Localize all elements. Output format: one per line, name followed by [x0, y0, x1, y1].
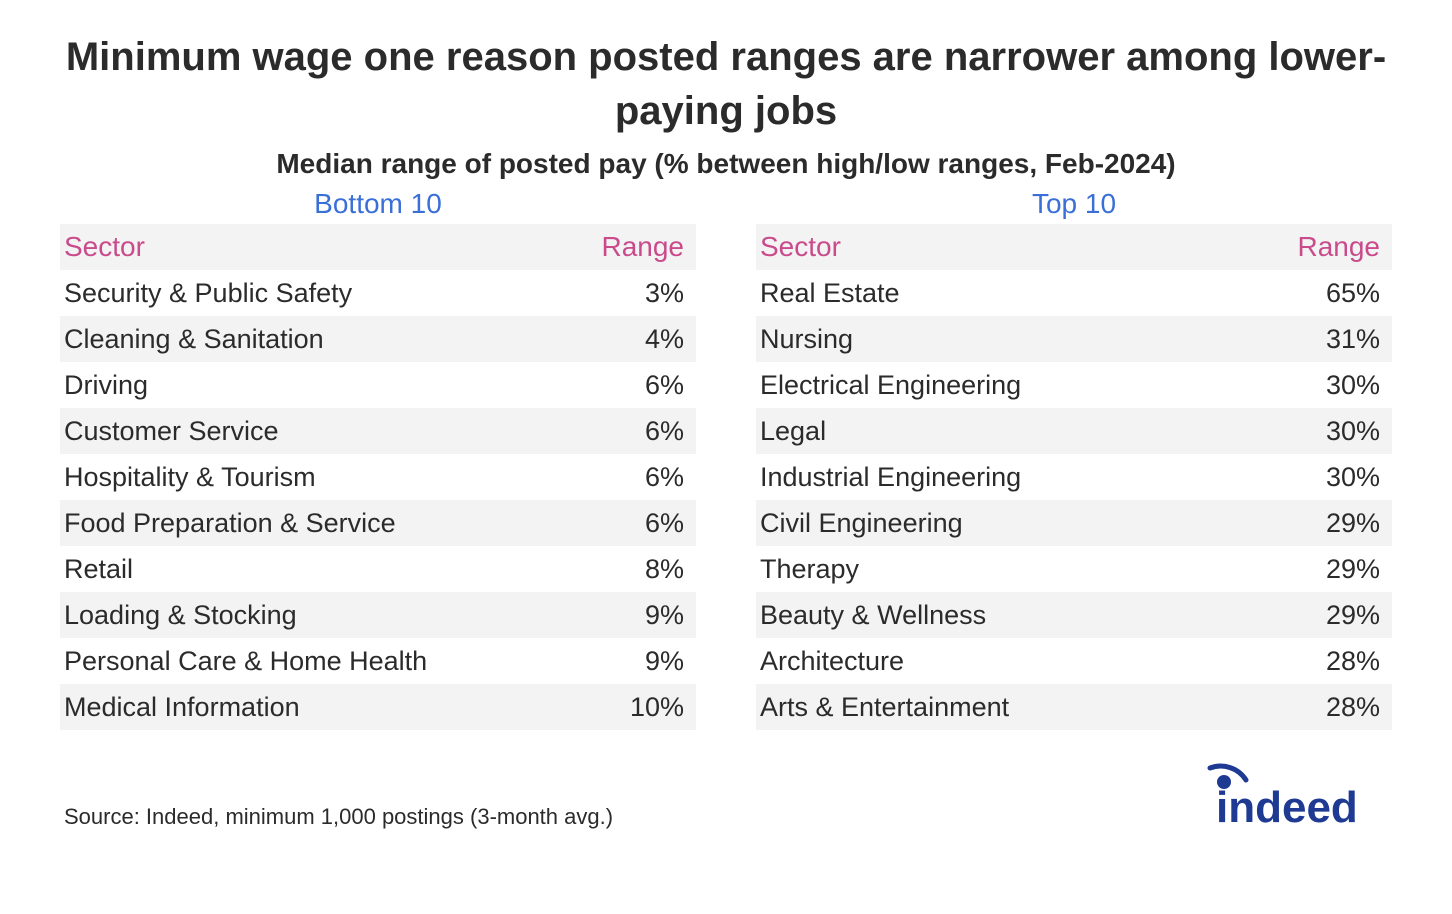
- table-row: Cleaning & Sanitation4%: [60, 316, 696, 362]
- cell-range: 3%: [564, 270, 696, 316]
- footer: Source: Indeed, minimum 1,000 postings (…: [60, 760, 1392, 830]
- table-row: Medical Information10%: [60, 684, 696, 730]
- cell-range: 28%: [1224, 684, 1392, 730]
- table-row: Civil Engineering29%: [756, 500, 1392, 546]
- cell-sector: Nursing: [756, 316, 1224, 362]
- cell-range: 29%: [1224, 500, 1392, 546]
- cell-sector: Legal: [756, 408, 1224, 454]
- cell-range: 8%: [564, 546, 696, 592]
- source-text: Source: Indeed, minimum 1,000 postings (…: [64, 804, 613, 830]
- cell-sector: Security & Public Safety: [60, 270, 564, 316]
- cell-range: 30%: [1224, 408, 1392, 454]
- bottom10-table: Sector Range Security & Public Safety3%C…: [60, 224, 696, 730]
- cell-range: 30%: [1224, 362, 1392, 408]
- table-row: Beauty & Wellness29%: [756, 592, 1392, 638]
- col-range: Range: [1224, 224, 1392, 270]
- indeed-logo: indeed: [1188, 760, 1388, 830]
- cell-range: 4%: [564, 316, 696, 362]
- chart-title: Minimum wage one reason posted ranges ar…: [60, 30, 1392, 138]
- cell-sector: Retail: [60, 546, 564, 592]
- cell-range: 65%: [1224, 270, 1392, 316]
- table-row: Hospitality & Tourism6%: [60, 454, 696, 500]
- cell-sector: Arts & Entertainment: [756, 684, 1224, 730]
- col-sector: Sector: [756, 224, 1224, 270]
- cell-range: 31%: [1224, 316, 1392, 362]
- cell-sector: Driving: [60, 362, 564, 408]
- bottom10-body: Security & Public Safety3%Cleaning & San…: [60, 270, 696, 730]
- table-row: Driving6%: [60, 362, 696, 408]
- table-row: Nursing31%: [756, 316, 1392, 362]
- table-row: Industrial Engineering30%: [756, 454, 1392, 500]
- table-row: Security & Public Safety3%: [60, 270, 696, 316]
- cell-sector: Real Estate: [756, 270, 1224, 316]
- col-range: Range: [564, 224, 696, 270]
- cell-sector: Cleaning & Sanitation: [60, 316, 564, 362]
- cell-sector: Food Preparation & Service: [60, 500, 564, 546]
- top10-table: Sector Range Real Estate65%Nursing31%Ele…: [756, 224, 1392, 730]
- cell-range: 6%: [564, 408, 696, 454]
- cell-sector: Beauty & Wellness: [756, 592, 1224, 638]
- table-row: Electrical Engineering30%: [756, 362, 1392, 408]
- table-header-row: Sector Range: [756, 224, 1392, 270]
- cell-sector: Loading & Stocking: [60, 592, 564, 638]
- indeed-logo-svg: indeed: [1188, 760, 1388, 830]
- cell-sector: Industrial Engineering: [756, 454, 1224, 500]
- chart-subtitle: Median range of posted pay (% between hi…: [60, 148, 1392, 180]
- cell-sector: Therapy: [756, 546, 1224, 592]
- table-row: Customer Service6%: [60, 408, 696, 454]
- bottom10-label: Bottom 10: [60, 188, 696, 220]
- cell-sector: Architecture: [756, 638, 1224, 684]
- cell-range: 29%: [1224, 592, 1392, 638]
- table-row: Loading & Stocking9%: [60, 592, 696, 638]
- table-row: Real Estate65%: [756, 270, 1392, 316]
- bottom10-block: Bottom 10 Sector Range Security & Public…: [60, 188, 696, 730]
- cell-range: 9%: [564, 638, 696, 684]
- table-row: Food Preparation & Service6%: [60, 500, 696, 546]
- table-row: Legal30%: [756, 408, 1392, 454]
- cell-sector: Personal Care & Home Health: [60, 638, 564, 684]
- cell-range: 6%: [564, 454, 696, 500]
- table-row: Architecture28%: [756, 638, 1392, 684]
- cell-range: 10%: [564, 684, 696, 730]
- col-sector: Sector: [60, 224, 564, 270]
- top10-label: Top 10: [756, 188, 1392, 220]
- cell-sector: Customer Service: [60, 408, 564, 454]
- table-row: Therapy29%: [756, 546, 1392, 592]
- cell-range: 6%: [564, 500, 696, 546]
- cell-range: 28%: [1224, 638, 1392, 684]
- cell-sector: Hospitality & Tourism: [60, 454, 564, 500]
- cell-range: 6%: [564, 362, 696, 408]
- top10-block: Top 10 Sector Range Real Estate65%Nursin…: [756, 188, 1392, 730]
- logo-text: indeed: [1216, 783, 1358, 830]
- cell-range: 29%: [1224, 546, 1392, 592]
- cell-sector: Electrical Engineering: [756, 362, 1224, 408]
- cell-range: 30%: [1224, 454, 1392, 500]
- table-header-row: Sector Range: [60, 224, 696, 270]
- table-row: Personal Care & Home Health9%: [60, 638, 696, 684]
- cell-sector: Medical Information: [60, 684, 564, 730]
- cell-sector: Civil Engineering: [756, 500, 1224, 546]
- top10-body: Real Estate65%Nursing31%Electrical Engin…: [756, 270, 1392, 730]
- chart-container: Minimum wage one reason posted ranges ar…: [0, 0, 1452, 850]
- tables-wrap: Bottom 10 Sector Range Security & Public…: [60, 188, 1392, 730]
- table-row: Arts & Entertainment28%: [756, 684, 1392, 730]
- table-row: Retail8%: [60, 546, 696, 592]
- cell-range: 9%: [564, 592, 696, 638]
